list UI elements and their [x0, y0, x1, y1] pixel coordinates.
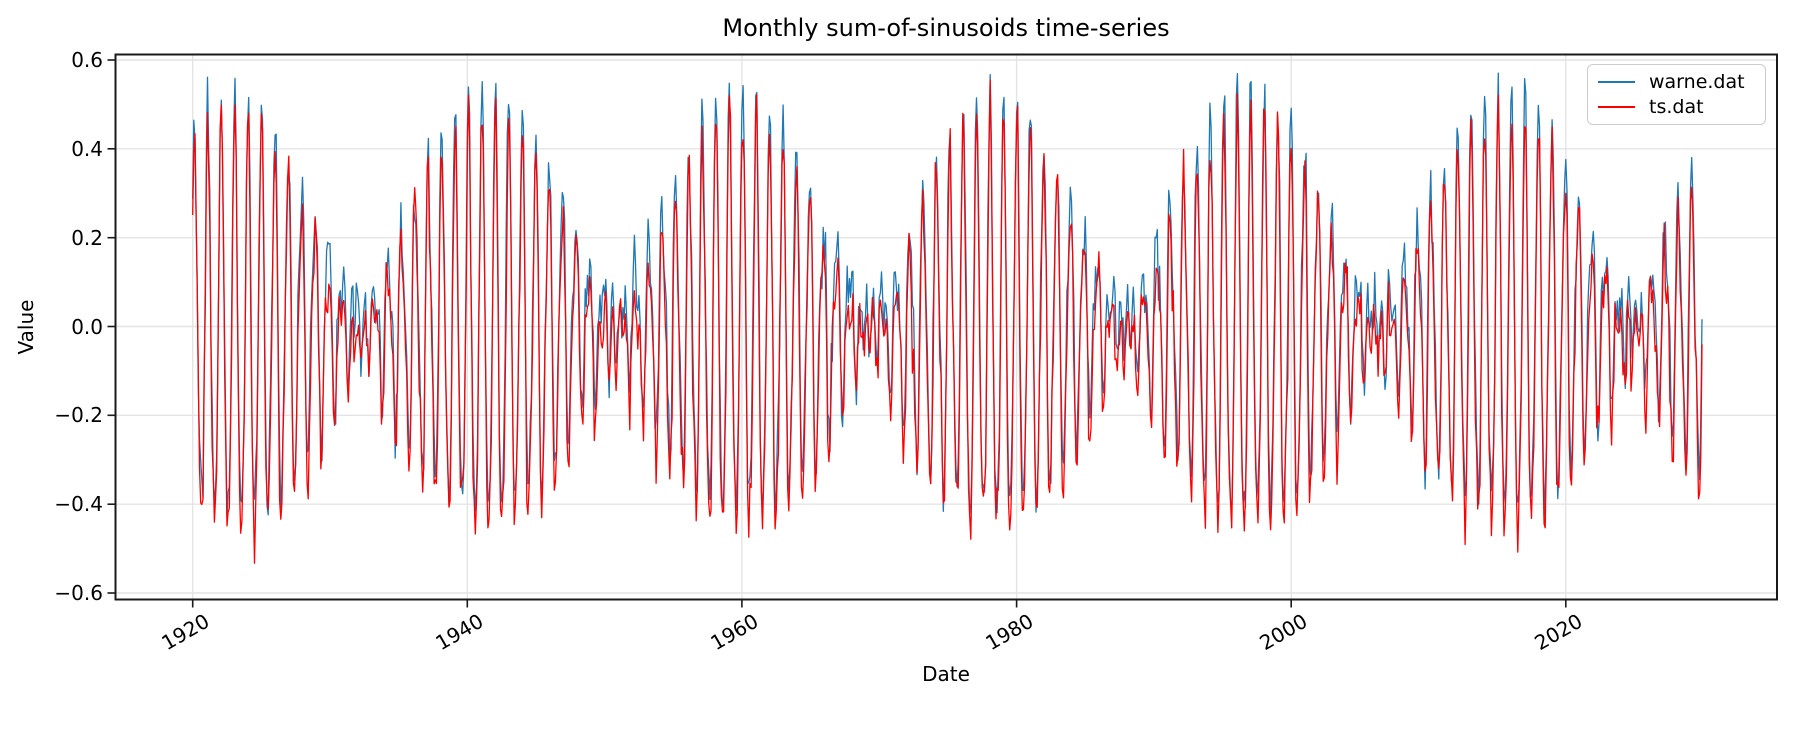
y-tick-label: −0.6	[54, 581, 103, 605]
legend-box: warne.dat ts.dat	[1587, 64, 1766, 125]
y-tick-label: −0.4	[54, 492, 103, 516]
legend-line-sample-red-icon	[1598, 106, 1635, 109]
y-tick-label: 0.2	[71, 226, 103, 250]
y-tick-label: 0.0	[71, 315, 103, 339]
legend-entry-ts: ts.dat	[1598, 95, 1755, 119]
legend-label-warne: warne.dat	[1649, 70, 1745, 93]
y-axis-label: Value	[14, 299, 38, 355]
plot-spines	[114, 53, 1778, 601]
legend-entry-warne: warne.dat	[1598, 70, 1755, 94]
y-tick-label: 0.4	[71, 137, 103, 161]
legend-line-sample-blue-icon	[1598, 80, 1635, 83]
legend-label-ts: ts.dat	[1649, 96, 1704, 119]
series-line-ts.dat	[192, 79, 1703, 564]
chart-title: Monthly sum-of-sinusoids time-series	[722, 14, 1170, 42]
y-tick-label: 0.6	[71, 48, 103, 72]
y-tick-label: −0.2	[54, 403, 103, 427]
x-axis-label: Date	[922, 662, 970, 686]
